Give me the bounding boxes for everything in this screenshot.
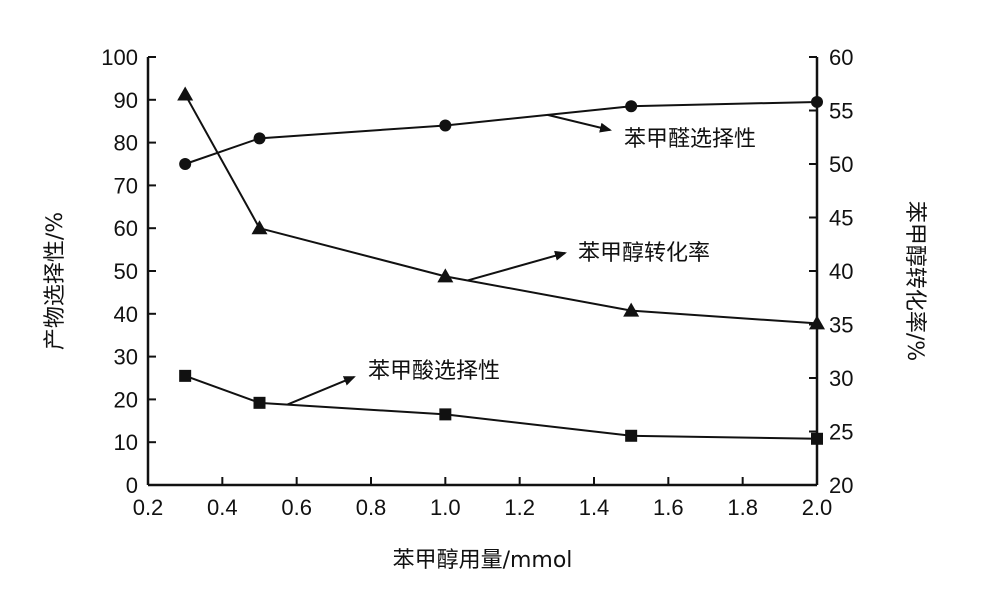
x-tick-label: 1.6 [653, 495, 684, 520]
x-tick-label: 1.0 [430, 495, 461, 520]
data-point-triangle [809, 315, 825, 330]
left-y-tick-label: 50 [114, 259, 138, 284]
data-point-triangle [177, 86, 194, 101]
right-y-axis-title: 苯甲醇转化率/% [902, 201, 927, 361]
left-y-tick-label: 60 [114, 216, 138, 241]
right-y-tick-label: 20 [829, 473, 853, 498]
left-y-tick-label: 20 [114, 387, 138, 412]
left-y-tick-label: 40 [114, 302, 138, 327]
data-point-square [253, 396, 266, 409]
annotation-arrow [547, 113, 612, 133]
right-y-tick-label: 40 [829, 259, 853, 284]
x-tick-label: 0.6 [281, 495, 312, 520]
left-y-tick-label: 100 [101, 45, 138, 70]
right-y-tick-label: 35 [829, 313, 853, 338]
plot-area [177, 86, 825, 445]
data-point-triangle [437, 268, 454, 283]
x-tick-label: 1.2 [504, 495, 535, 520]
right-y-tick-label: 25 [829, 420, 853, 445]
data-point-square [179, 369, 192, 382]
left-y-tick-label: 0 [126, 473, 138, 498]
x-tick-label: 0.2 [133, 495, 164, 520]
data-point-square [625, 429, 638, 442]
right-y-tick-label: 60 [829, 45, 853, 70]
x-tick-label: 0.8 [356, 495, 387, 520]
data-point-circle [253, 132, 266, 145]
right-y-tick-label: 30 [829, 366, 853, 391]
x-tick-label: 1.4 [579, 495, 610, 520]
x-axis-title: 苯甲醇用量/mmol [393, 548, 573, 573]
annotation-arrow [467, 250, 567, 282]
left-y-tick-label: 70 [114, 173, 138, 198]
x-tick-label: 1.8 [727, 495, 758, 520]
x-tick-label: 2.0 [802, 495, 833, 520]
data-point-circle [811, 95, 823, 108]
left-y-tick-label: 30 [114, 345, 138, 370]
right-y-tick-label: 45 [829, 206, 853, 231]
left-y-tick-label: 90 [114, 88, 138, 113]
right-y-tick-label: 50 [829, 152, 853, 177]
axes: 0.2 0.4 0.6 0.8 1.0 1.2 1.4 1.6 1.8 2.0 0 10 20 30 40 5… [101, 45, 853, 520]
x-tick-label: 0.4 [207, 495, 238, 520]
data-point-square [439, 408, 452, 421]
left-y-axis-title: 产物选择性/% [43, 212, 68, 350]
series-label-benzyl-alcohol-conversion: 苯甲醇转化率 [578, 241, 710, 266]
series-label-benzaldehyde-selectivity: 苯甲醛选择性 [624, 127, 756, 152]
series-label-benzoic-acid-selectivity: 苯甲酸选择性 [368, 359, 500, 384]
data-point-triangle [251, 220, 268, 235]
left-y-tick-label: 10 [114, 430, 138, 455]
data-point-circle [179, 158, 192, 170]
data-point-square [811, 432, 823, 445]
data-point-triangle [623, 302, 640, 317]
data-point-circle [625, 100, 638, 113]
series-line-benzoic-acid-selectivity [184, 374, 818, 440]
right-y-tick-label: 55 [829, 99, 853, 124]
annotation-arrow [286, 376, 356, 406]
data-point-circle [439, 119, 452, 132]
left-y-tick-label: 80 [114, 131, 138, 156]
